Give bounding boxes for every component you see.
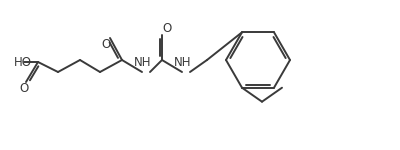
Text: O: O [101,39,111,51]
Text: NH: NH [134,57,152,69]
Text: NH: NH [174,57,192,69]
Text: HO: HO [14,56,32,69]
Text: O: O [19,82,29,96]
Text: O: O [162,21,172,34]
